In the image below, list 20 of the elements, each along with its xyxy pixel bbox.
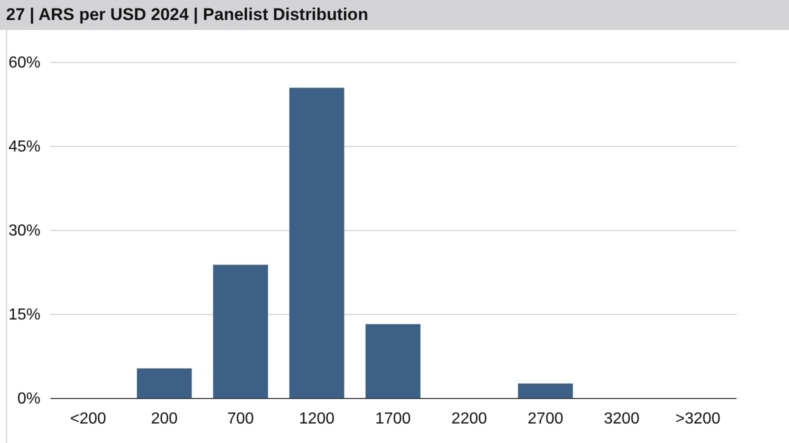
bar: [289, 88, 344, 398]
x-tick-label: >3200: [675, 410, 720, 428]
y-tick-label: 45%: [8, 138, 40, 156]
x-tick-label: 1200: [298, 410, 335, 428]
bar: [136, 368, 192, 398]
x-tick-label: 1700: [375, 410, 411, 428]
x-tick-label: 200: [150, 410, 178, 428]
x-tick-label: 700: [227, 410, 254, 428]
x-tick-label: 3200: [604, 410, 640, 428]
y-tick-label: 60%: [8, 54, 40, 72]
y-tick-label: 0%: [17, 390, 40, 408]
x-tick-label: 2700: [528, 410, 564, 428]
y-tick-label: 15%: [8, 306, 40, 324]
y-tick-label: 30%: [8, 222, 40, 240]
bar: [518, 383, 573, 398]
bar: [366, 324, 420, 398]
x-tick-label: 2200: [451, 410, 488, 428]
x-tick-label: <200: [70, 410, 106, 428]
bar: [213, 264, 268, 398]
chart-title: 27 | ARS per USD 2024 | Panelist Distribution: [0, 0, 789, 30]
